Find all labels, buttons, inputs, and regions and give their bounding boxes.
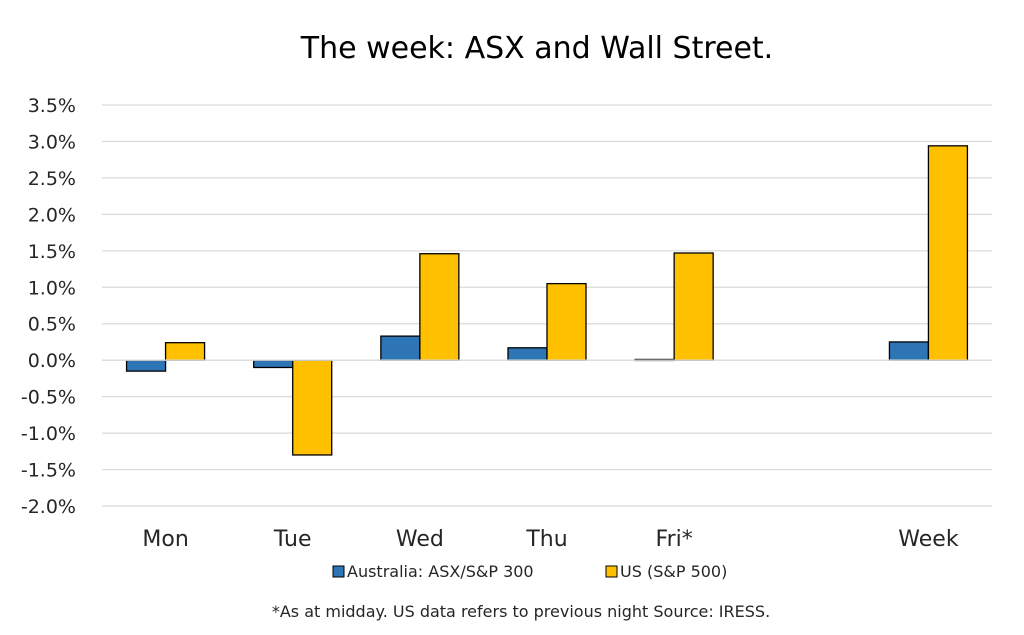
y-tick-label: -2.0%: [21, 496, 76, 518]
legend: Australia: ASX/S&P 300 US (S&P 500): [332, 562, 727, 581]
bar-australia-wed: [380, 335, 421, 361]
y-tick-label: 0.5%: [28, 314, 76, 336]
bar-australia-mon: [125, 359, 167, 372]
x-tick-label: Thu: [525, 527, 567, 552]
y-axis-ticks: 3.5% 3.0% 2.5% 2.0% 1.5% 1.0% 0.5% 0.0% -0.5% -1.…: [21, 95, 76, 518]
y-tick-label: 0.0%: [28, 350, 76, 372]
chart-title: The week: ASX and Wall Street.: [300, 31, 773, 66]
y-tick-label: 2.5%: [28, 168, 76, 190]
bar-us-fri: [673, 252, 714, 361]
legend-label: US (S&P 500): [620, 562, 727, 581]
bar-us-mon: [164, 342, 206, 361]
bar-us-wed: [419, 253, 460, 361]
y-tick-label: 1.0%: [28, 277, 76, 299]
bar-australia-thu: [507, 347, 548, 361]
y-tick-label: 1.5%: [28, 241, 76, 263]
x-tick-label: Week: [898, 527, 959, 552]
bars: [125, 145, 969, 456]
y-tick-label: 3.5%: [28, 95, 76, 117]
bar-us-tue: [292, 359, 333, 456]
legend-swatch: [332, 565, 345, 578]
legend-label: Australia: ASX/S&P 300: [347, 562, 534, 581]
x-axis-ticks: Mon Tue Wed Thu Fri* Week: [142, 527, 958, 552]
x-tick-label: Fri*: [656, 527, 693, 552]
bar-australia-week: [888, 341, 930, 361]
legend-swatch: [605, 565, 618, 578]
y-tick-label: -1.0%: [21, 423, 76, 445]
bar-us-thu: [546, 282, 587, 361]
x-tick-label: Tue: [273, 527, 312, 552]
y-tick-label: 2.0%: [28, 204, 76, 226]
bar-australia-tue: [253, 359, 294, 369]
bar-us-week: [927, 145, 969, 361]
y-tick-label: -0.5%: [21, 387, 76, 409]
x-tick-label: Mon: [142, 527, 188, 552]
x-tick-label: Wed: [396, 527, 444, 552]
y-tick-label: -1.5%: [21, 460, 76, 482]
y-tick-label: 3.0%: [28, 131, 76, 153]
footnote: *As at midday. US data refers to previou…: [272, 602, 770, 621]
